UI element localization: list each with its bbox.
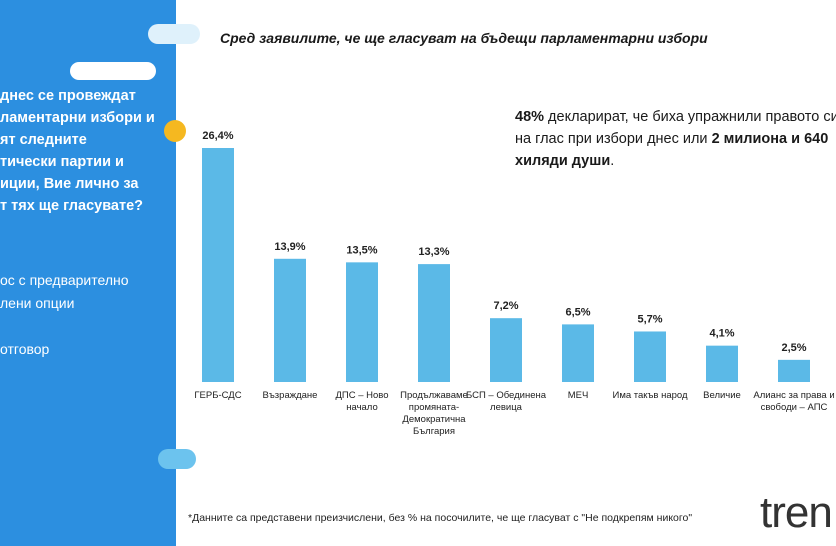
category-label: ДПС – Ново начало [335,390,389,413]
annotation-text: декларират, че биха упражнили правото си… [515,109,836,147]
decoration [158,449,196,469]
chart-title: Сред заявилите, че ще гласуват на бъдещи… [220,30,708,46]
value-label: 13,9% [274,241,305,253]
annotation: 48% декларират, че биха упражнили правот… [515,106,836,172]
bar [634,331,666,382]
question-line: т тях ще гласувате? [0,198,144,214]
bar [490,318,522,382]
annotation-bold: 2 милиона и 640 хиляди души [515,131,829,169]
annotation-text: . [610,153,615,169]
option-line: отговор [0,341,50,357]
logo: tren [760,488,833,537]
category-label: Величие [703,390,741,401]
value-label: 13,3% [418,246,449,258]
value-label: 2,5% [781,342,806,354]
category-label: ГЕРБ-СДС [194,390,242,401]
bar [274,258,306,382]
bar [778,359,810,382]
category-label: Възраждане [262,390,318,401]
question-line: иции, Вие лично за [0,176,139,192]
annotation-bold: 48% [515,109,545,125]
category-label: Алианс за права и свободи – АПС [753,390,835,413]
value-label: 13,5% [346,244,377,256]
question-line: ят следните [0,132,87,148]
category-label: МЕЧ [567,390,589,401]
decoration [164,120,186,142]
category-label: Продължаваме промяната-Демократична Бълг… [400,390,468,437]
bar [346,262,378,382]
bar [706,345,738,382]
option-line: лени опции [0,295,75,311]
value-label: 5,7% [637,313,662,325]
footnote: *Данните са представени преизчислени, бе… [188,512,693,524]
question-line: тически партии и [0,154,124,170]
bar [562,324,594,382]
value-label: 7,2% [493,300,518,312]
bar [202,148,234,382]
category-label: Има такъв народ [612,390,688,401]
value-label: 6,5% [565,306,590,318]
side-panel: днес се провеждат ламентарни избори и ят… [0,0,176,546]
question-line: ламентарни избори и [0,110,155,126]
bar [418,264,450,382]
value-label: 26,4% [202,130,233,142]
category-label: БСП – Обединена левица [465,390,547,413]
question-line: днес се провеждат [0,88,136,104]
option-line: ос с предварително [0,272,129,288]
decoration [70,62,156,80]
decoration [148,24,200,44]
value-label: 4,1% [709,328,734,340]
